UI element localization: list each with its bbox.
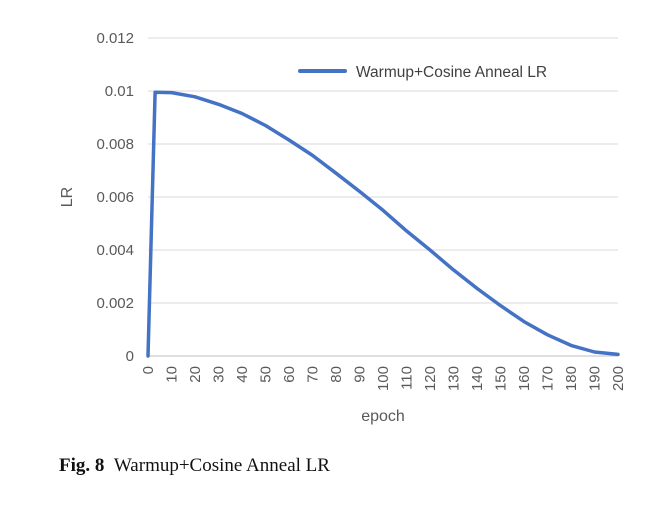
x-tick-label: 30 bbox=[211, 366, 228, 383]
x-axis-label: epoch bbox=[361, 408, 405, 425]
legend-label: Warmup+Cosine Anneal LR bbox=[356, 64, 547, 81]
x-tick-label: 70 bbox=[305, 366, 322, 383]
x-tick-label: 160 bbox=[516, 366, 533, 391]
gridlines bbox=[148, 37, 618, 357]
x-tick-label: 0 bbox=[140, 366, 157, 374]
x-tick-label: 10 bbox=[164, 366, 181, 383]
x-tick-label: 170 bbox=[540, 366, 557, 391]
x-tick-labels: 0 10 20 30 40 50 60 70 80 90 100 110 120 130 140 150 160… bbox=[140, 366, 627, 391]
figure-caption-text: Warmup+Cosine Anneal LR bbox=[113, 455, 330, 476]
y-tick-label: 0.008 bbox=[96, 136, 134, 153]
x-tick-label: 150 bbox=[493, 366, 510, 391]
y-tick-label: 0.01 bbox=[105, 83, 134, 100]
y-tick-labels: 0 0.002 0.004 0.006 0.008 0.01 0.012 bbox=[96, 30, 134, 365]
x-tick-label: 80 bbox=[328, 366, 345, 383]
figure-number: Fig. 8 bbox=[59, 455, 105, 476]
x-tick-label: 90 bbox=[352, 366, 369, 383]
y-tick-label: 0 bbox=[126, 348, 134, 365]
legend: Warmup+Cosine Anneal LR bbox=[298, 64, 547, 81]
y-tick-label: 0.004 bbox=[96, 242, 134, 259]
x-tick-label: 140 bbox=[469, 366, 486, 391]
x-tick-label: 190 bbox=[587, 366, 604, 391]
x-tick-label: 50 bbox=[258, 366, 275, 383]
x-tick-label: 180 bbox=[563, 366, 580, 391]
lr-chart: 0 0.002 0.004 0.006 0.008 0.01 0.012 0 10 20 30 40… bbox=[59, 30, 627, 425]
x-tick-label: 100 bbox=[375, 366, 392, 391]
x-tick-label: 130 bbox=[446, 366, 463, 391]
series-line bbox=[146, 90, 620, 358]
y-axis-label: LR bbox=[59, 187, 76, 207]
y-tick-label: 0.012 bbox=[96, 30, 134, 47]
figure-caption: Fig. 8 Warmup+Cosine Anneal LR bbox=[59, 455, 330, 477]
x-tick-label: 200 bbox=[610, 366, 627, 391]
x-tick-label: 60 bbox=[281, 366, 298, 383]
series-lines bbox=[146, 90, 620, 358]
x-tick-label: 20 bbox=[187, 366, 204, 383]
x-tick-label: 110 bbox=[399, 366, 416, 390]
y-tick-label: 0.002 bbox=[96, 295, 134, 312]
x-tick-label: 40 bbox=[234, 366, 251, 383]
x-tick-label: 120 bbox=[422, 366, 439, 391]
y-tick-label: 0.006 bbox=[96, 189, 134, 206]
